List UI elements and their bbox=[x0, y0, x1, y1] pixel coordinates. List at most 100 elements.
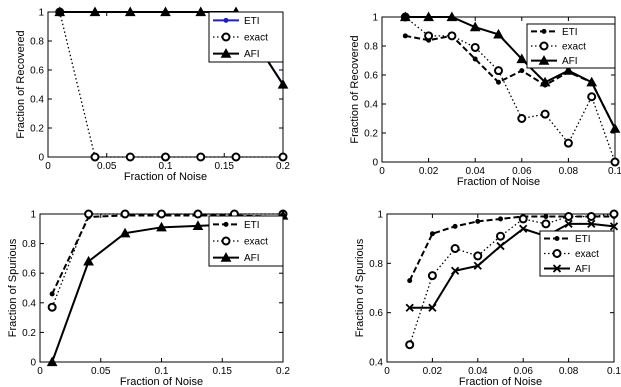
series-exact bbox=[400, 12, 620, 167]
y-tick-label: 0.2 bbox=[364, 129, 378, 140]
series-line bbox=[405, 34, 616, 130]
data-point bbox=[160, 6, 171, 17]
legend-marker bbox=[538, 55, 550, 65]
x-axis-label: Fraction of Noise bbox=[124, 171, 207, 183]
data-point bbox=[541, 219, 551, 229]
data-point bbox=[610, 157, 620, 167]
legend-label: ETI bbox=[244, 220, 260, 231]
x-tick-label: 0.1 bbox=[608, 166, 621, 177]
legend-label: ETI bbox=[562, 27, 578, 38]
x-tick-label: 0.1 bbox=[159, 161, 173, 172]
data-point bbox=[586, 76, 598, 87]
data-point bbox=[452, 223, 458, 229]
data-point bbox=[428, 303, 437, 312]
x-tick-label: 0 bbox=[37, 366, 43, 377]
y-tick-label: 0 bbox=[372, 158, 378, 169]
data-point bbox=[498, 216, 503, 222]
data-point bbox=[196, 152, 206, 162]
y-axis-label: Fraction of Spurious bbox=[7, 238, 19, 337]
legend-label: AFI bbox=[575, 264, 591, 275]
y-tick-label: 0.6 bbox=[364, 71, 378, 82]
x-tick-label: 0.02 bbox=[423, 366, 443, 377]
data-point bbox=[156, 221, 167, 232]
data-point bbox=[427, 271, 437, 281]
data-point bbox=[587, 219, 596, 229]
data-point bbox=[405, 340, 415, 350]
data-point bbox=[475, 218, 481, 224]
data-point bbox=[424, 31, 434, 41]
legend-marker bbox=[221, 236, 231, 246]
legend-label: exact bbox=[244, 237, 268, 248]
data-point bbox=[494, 66, 503, 76]
y-tick-label: 0.6 bbox=[30, 66, 44, 77]
data-point bbox=[54, 6, 66, 17]
y-tick-label: 0.6 bbox=[22, 269, 36, 280]
series-exact bbox=[405, 209, 619, 350]
data-point bbox=[519, 224, 528, 233]
data-point bbox=[473, 251, 483, 261]
x-tick-label: 0.08 bbox=[559, 366, 579, 377]
data-point bbox=[161, 152, 170, 162]
x-tick-label: 0.05 bbox=[91, 366, 111, 377]
y-tick-label: 0.2 bbox=[30, 124, 44, 135]
y-axis-label: Fraction of Recovered bbox=[15, 30, 27, 138]
y-tick-label: 0 bbox=[38, 153, 44, 164]
y-tick-label: 0.8 bbox=[369, 259, 383, 270]
data-point bbox=[47, 302, 57, 312]
y-tick-label: 1 bbox=[377, 210, 383, 221]
x-axis-label: Fraction of Noise bbox=[120, 376, 203, 387]
legend-marker bbox=[552, 264, 562, 273]
x-tick-label: 0 bbox=[45, 161, 51, 172]
x-axis-label: Fraction of Noise bbox=[459, 376, 542, 387]
legend-label: AFI bbox=[562, 56, 578, 67]
data-point bbox=[124, 6, 136, 17]
x-tick-label: 0.1 bbox=[607, 366, 621, 377]
data-point bbox=[429, 231, 435, 237]
data-point bbox=[84, 209, 94, 219]
data-point bbox=[473, 261, 482, 270]
x-tick-label: 0 bbox=[384, 366, 390, 377]
y-axis-label: Fraction of Recovered bbox=[349, 35, 361, 143]
data-point bbox=[518, 214, 528, 224]
y-tick-label: 0.4 bbox=[30, 95, 44, 106]
y-tick-label: 1 bbox=[372, 13, 378, 24]
legend: ETI exact AFI bbox=[539, 230, 615, 277]
series-line bbox=[409, 213, 615, 345]
data-point bbox=[402, 33, 408, 39]
data-point bbox=[119, 227, 131, 238]
legend-label: exact bbox=[575, 249, 599, 260]
y-tick-label: 0 bbox=[30, 358, 36, 369]
data-point bbox=[496, 79, 501, 85]
data-point bbox=[564, 219, 573, 229]
data-point bbox=[516, 53, 528, 64]
series-line bbox=[405, 16, 616, 130]
data-point bbox=[470, 42, 480, 52]
legend-marker bbox=[223, 221, 229, 227]
x-tick-label: 0.2 bbox=[276, 161, 290, 172]
data-point bbox=[125, 152, 135, 162]
x-tick-label: 0.04 bbox=[468, 366, 488, 377]
data-point bbox=[563, 65, 574, 75]
data-point bbox=[399, 11, 411, 22]
series-line bbox=[404, 16, 616, 163]
data-point bbox=[493, 28, 504, 39]
y-tick-label: 0.4 bbox=[22, 298, 36, 309]
data-point bbox=[469, 21, 481, 32]
chart-panel-4: 0 0.02 0.04 0.06 0.08 0.1 0.4 0.6 0.8 1 Fraction o… bbox=[354, 209, 621, 387]
series-line bbox=[409, 222, 615, 309]
series-afi bbox=[399, 11, 621, 133]
legend-label: ETI bbox=[244, 16, 260, 27]
data-point bbox=[539, 76, 551, 87]
data-point bbox=[543, 213, 549, 219]
legend-label: AFI bbox=[244, 253, 260, 264]
legend: ETI exact AFI bbox=[208, 11, 284, 63]
legend-label: ETI bbox=[575, 234, 591, 245]
x-tick-label: 0.04 bbox=[465, 166, 485, 177]
data-point bbox=[472, 56, 478, 62]
y-tick-label: 0.8 bbox=[364, 42, 378, 53]
legend-marker bbox=[220, 48, 232, 58]
y-tick-label: 0.8 bbox=[22, 239, 36, 250]
x-tick-label: 0.06 bbox=[512, 166, 532, 177]
data-point bbox=[496, 241, 505, 251]
x-tick-label: 0.06 bbox=[513, 366, 533, 377]
